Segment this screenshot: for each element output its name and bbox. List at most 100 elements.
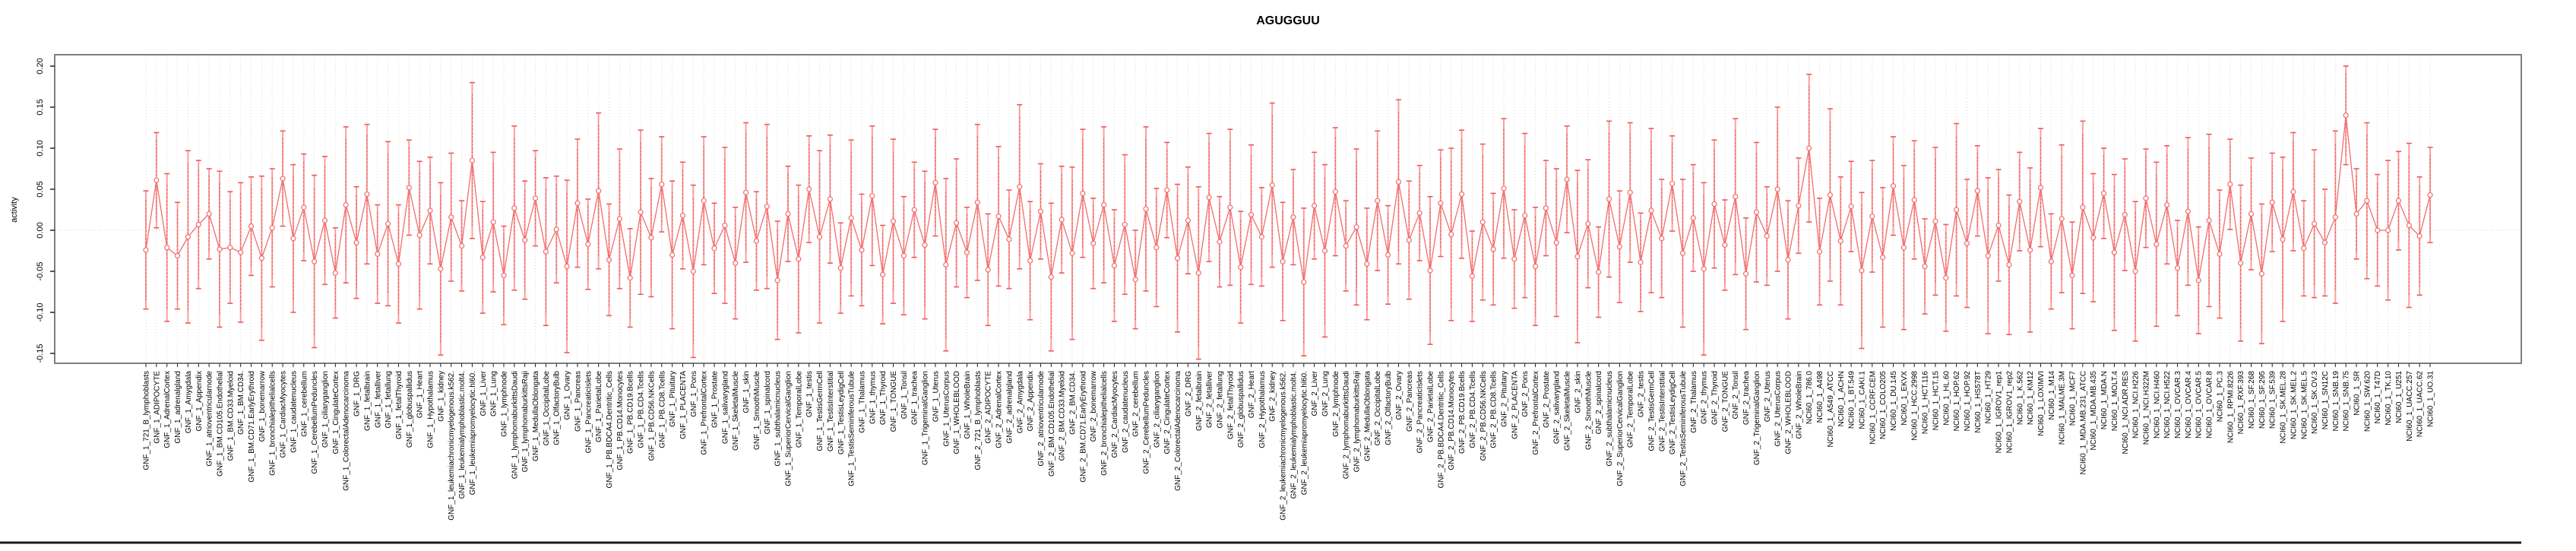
x-category-label: NCI60_1_ACHN [1837, 371, 1846, 426]
x-category-label: GNF_2_spinalcord [1595, 371, 1603, 434]
x-category-label: GNF_1_lymphomaburkittsRaji [521, 371, 530, 472]
data-point [1701, 266, 1707, 272]
data-point [1974, 188, 1980, 194]
x-category-label: NCI60_1_RXF.393 [2237, 371, 2245, 435]
data-point [1132, 277, 1138, 283]
x-category-label: GNF_2_Tonsil [1732, 371, 1740, 419]
x-category-label: NCI60_1_HCT.15 [1932, 371, 1940, 431]
x-category-label: GNF_2_721_B_lymphoblasts [974, 371, 983, 470]
data-point [1080, 190, 1086, 196]
x-category-label: GNF_1_bonemarrow [258, 370, 267, 442]
x-category-label: GNF_2_globuspallidus [1237, 371, 1245, 448]
data-point [2258, 271, 2264, 277]
data-point [1258, 234, 1264, 240]
data-point [1037, 208, 1044, 214]
data-point [1711, 201, 1717, 207]
data-point [1900, 245, 1907, 251]
x-category-label: GNF_2_PB.CD56.NKCells [1479, 371, 1488, 461]
x-category-label: GNF_1_Uterus [932, 371, 940, 422]
data-point [1638, 259, 1644, 265]
data-point [1027, 258, 1033, 264]
data-point [1869, 214, 1875, 220]
x-category-label: GNF_2_fetalbrain [1195, 371, 1204, 431]
data-point [816, 234, 823, 240]
data-point [1280, 258, 1286, 264]
data-point [1522, 212, 1528, 219]
data-point [679, 212, 686, 219]
x-category-label: GNF_2_ciliaryganglion [1153, 371, 1161, 448]
data-point [238, 249, 244, 255]
x-category-label: NCI60_1_MOLT.4 [2111, 371, 2119, 432]
data-point [416, 232, 422, 239]
data-point [2027, 247, 2033, 253]
x-category-label: NCI60_1_UO.31 [2427, 371, 2435, 427]
data-point [1753, 209, 1760, 215]
data-point [785, 211, 791, 217]
x-category-label: NCI60_1_IGROV1_rep1 [1995, 371, 2004, 454]
x-category-label: GNF_2_lymphnode [1332, 371, 1340, 437]
x-category-label: GNF_1_PB.BDCA4.Dentritic_Cells [606, 371, 614, 489]
data-point [1490, 246, 1496, 252]
data-point [1532, 263, 1539, 270]
data-point [1733, 194, 1739, 200]
data-point [1069, 250, 1075, 256]
x-category-label: NCI60_1_786.0 [1805, 371, 1814, 424]
data-point [2164, 201, 2170, 208]
data-point [2312, 220, 2318, 226]
x-category-label: GNF_1_Liver [479, 370, 488, 416]
x-category-label: NCI60_1_DU.145 [1890, 371, 1898, 431]
x-category-label: GNF_2_fetalliver [1206, 370, 1214, 428]
data-point [690, 268, 696, 274]
x-category-label: GNF_2_SkeletalMuscle [1564, 371, 1572, 451]
data-point [385, 220, 391, 226]
x-category-label: GNF_2_Pons [1521, 371, 1530, 417]
x-category-label: NCI60_1_HOP.62 [1953, 371, 1961, 432]
x-category-label: GNF_1_TestisLeydigCell [837, 371, 846, 454]
x-category-label: GNF_1_Thyroid [879, 371, 888, 425]
data-point [1985, 252, 1991, 259]
x-category-label: GNF_2_PB.CD19.Bcells [1458, 371, 1467, 454]
x-category-label: NCI60_1_NCI.ADR.RES [2122, 371, 2130, 454]
data-point [2090, 235, 2097, 241]
data-point [501, 272, 507, 278]
x-category-label: GNF_1_TemporalLobe [795, 371, 803, 448]
data-point [2280, 236, 2286, 242]
x-category-label: GNF_2_leukemiachronicmyelogenous.k562. [1280, 371, 1288, 521]
x-category-label: GNF_1_OccipitalLobe [543, 371, 551, 446]
data-point [2132, 268, 2138, 274]
x-category-label: GNF_2_Thyroid [1711, 371, 1720, 425]
data-point [2353, 211, 2359, 217]
data-point [2321, 239, 2328, 245]
x-category-label: GNF_2_thymus [1701, 371, 1709, 424]
data-point [174, 252, 181, 259]
data-point [153, 177, 160, 183]
x-category-label: GNF_1_PB.CD4.Tcells [638, 371, 646, 448]
x-category-label: GNF_2_AdrenalCortex [995, 371, 1004, 448]
data-point [964, 249, 970, 255]
data-point [1911, 197, 1917, 203]
x-category-label: GNF_2_PB.CD14.Monocytes [1448, 371, 1456, 470]
x-category-label: GNF_1_CardiacMyocytes [280, 371, 288, 458]
data-point [733, 260, 739, 266]
data-point [627, 275, 633, 281]
y-tick-label: -0.10 [36, 302, 45, 321]
data-point [1248, 211, 1255, 218]
data-point [2122, 211, 2128, 218]
x-category-label: GNF_1_salivarygland [721, 371, 729, 444]
x-category-label: GNF_1_CingulateCortex [332, 371, 340, 454]
data-point [1206, 195, 1212, 201]
x-category-label: GNF_2_Pituitary [1500, 371, 1508, 427]
x-category-label: GNF_1_BM.CD105.Endothelial [216, 371, 224, 477]
x-category-label: GNF_2_WHOLEBLOOD [1784, 371, 1793, 454]
data-point [1164, 187, 1170, 193]
y-axis-title: activity [10, 197, 19, 223]
x-category-label: GNF_1_SmoothMuscle [753, 371, 761, 450]
data-point [2343, 112, 2349, 119]
x-category-label: GNF_2_UterusCorpus [1774, 371, 1783, 446]
x-category-label: NCI60_1_M14 [2048, 371, 2056, 420]
x-category-label: GNF_1_PLACENTA [679, 371, 688, 439]
data-point [1416, 210, 1422, 216]
x-category-label: GNF_1_CerebellumPeduncles [311, 371, 319, 474]
data-point [848, 215, 854, 221]
x-category-label: NCI60_1_NCI.H522 [2163, 371, 2172, 439]
